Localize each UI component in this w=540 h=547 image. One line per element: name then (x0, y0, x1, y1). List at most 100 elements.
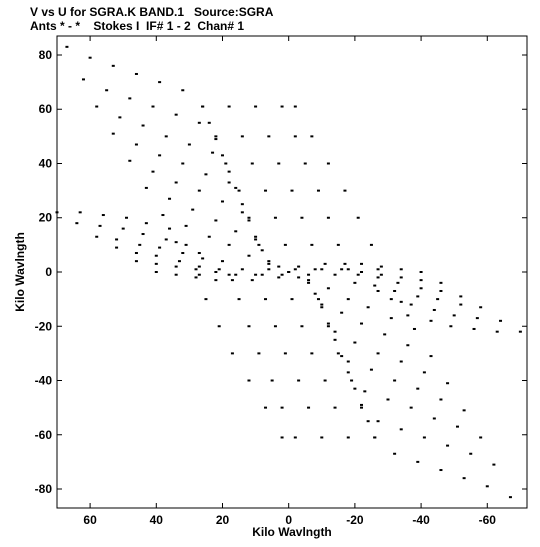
uv-point (343, 262, 347, 265)
uv-point (273, 325, 277, 328)
uv-point (293, 135, 297, 138)
uv-point (280, 436, 284, 439)
uv-point (429, 355, 433, 358)
uv-point (446, 382, 450, 385)
uv-point (297, 379, 301, 382)
uv-point (416, 295, 420, 298)
uv-point (260, 273, 264, 276)
uv-point (227, 170, 231, 173)
uv-point (518, 330, 522, 333)
uv-point (310, 243, 314, 246)
uv-point (346, 371, 350, 374)
x-axis-label: Kilo Wavlngth (252, 525, 332, 539)
uv-point (399, 276, 403, 279)
uv-point (323, 379, 327, 382)
x-tick-label: 0 (285, 513, 292, 527)
uv-point (214, 138, 218, 141)
uv-point (247, 325, 251, 328)
uv-point (340, 355, 344, 358)
uv-point (479, 436, 483, 439)
uv-point (214, 135, 218, 138)
uv-point (174, 273, 178, 276)
uv-point (369, 368, 373, 371)
uv-point (485, 485, 489, 488)
uv-point (227, 105, 231, 108)
uv-point (452, 314, 456, 317)
uv-point (346, 268, 350, 271)
uv-point (138, 243, 142, 246)
uv-point (134, 260, 138, 263)
uv-point (234, 273, 238, 276)
uv-point (320, 268, 324, 271)
uv-point (230, 279, 234, 282)
uv-point (475, 317, 479, 320)
uv-point (300, 325, 304, 328)
uv-point (204, 298, 208, 301)
uv-point (399, 300, 403, 303)
uv-point (201, 257, 205, 260)
uv-point (393, 379, 397, 382)
uv-point (105, 89, 109, 92)
uv-point (197, 189, 201, 192)
uv-point (158, 246, 162, 249)
uv-point (363, 390, 367, 393)
uv-point (353, 387, 357, 390)
uv-point (181, 89, 185, 92)
uv-point (115, 246, 119, 249)
uv-point (270, 379, 274, 382)
uv-point (197, 121, 201, 124)
uv-point (267, 135, 271, 138)
uv-point (220, 200, 224, 203)
uv-point (492, 463, 496, 466)
uv-point (307, 281, 311, 284)
uv-point (419, 287, 423, 290)
x-tick-label: -40 (412, 513, 430, 527)
uv-point (214, 219, 218, 222)
uv-point (439, 281, 443, 284)
uv-point (197, 265, 201, 268)
uv-point (376, 268, 380, 271)
uv-point (164, 238, 168, 241)
uv-point (356, 216, 360, 219)
uv-point (237, 298, 241, 301)
uv-point (412, 327, 416, 330)
uv-point (250, 162, 254, 165)
uv-point (254, 235, 258, 238)
uv-point (240, 268, 244, 271)
uv-point (75, 222, 79, 225)
uv-point (158, 81, 162, 84)
uv-point (422, 371, 426, 374)
uv-point (81, 78, 85, 81)
uv-point (151, 170, 155, 173)
uv-point (373, 284, 377, 287)
uv-point (360, 403, 364, 406)
uv-point (293, 105, 297, 108)
uv-point (277, 276, 281, 279)
uv-point (300, 216, 304, 219)
uv-point (379, 265, 383, 268)
uv-point (158, 154, 162, 157)
uv-point (154, 271, 158, 273)
uv-point (389, 317, 393, 320)
uv-point (277, 162, 281, 165)
uv-point (386, 398, 390, 401)
uv-point (360, 322, 364, 325)
y-tick-label: 40 (39, 156, 53, 170)
uv-point (356, 273, 360, 276)
uv-point (220, 260, 224, 263)
uv-point (389, 298, 393, 301)
uv-point (293, 268, 297, 271)
uv-point (260, 249, 264, 252)
uv-point (250, 279, 254, 282)
uv-point (174, 181, 178, 184)
uv-point (462, 409, 466, 412)
uv-point (111, 64, 115, 67)
uv-point (237, 189, 241, 192)
uv-point (197, 252, 201, 255)
uv-point (115, 238, 119, 241)
uv-point (360, 262, 364, 265)
uv-point (366, 420, 370, 423)
uv-point (174, 241, 178, 244)
uv-point (154, 254, 158, 257)
uv-point (247, 219, 251, 222)
